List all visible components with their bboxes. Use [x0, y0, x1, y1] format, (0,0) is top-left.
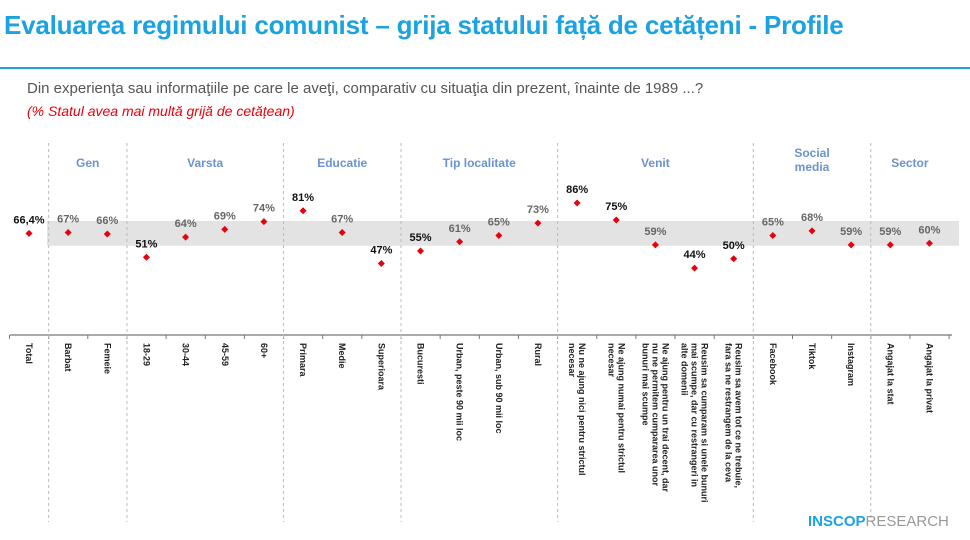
category-label: Instagram	[846, 343, 856, 386]
data-point	[299, 207, 307, 215]
data-point	[847, 241, 855, 249]
data-label: 75%	[605, 201, 627, 213]
average-band	[47, 220, 959, 246]
data-point	[260, 218, 268, 226]
data-label: 73%	[527, 204, 549, 216]
category-label: Urban, sub 90 mii loc	[494, 343, 504, 434]
group-label-sector: Sector	[891, 156, 929, 170]
data-label: 65%	[488, 217, 510, 229]
data-label: 47%	[370, 244, 392, 256]
data-label: 51%	[135, 238, 157, 250]
data-point	[142, 253, 150, 261]
data-label: 59%	[840, 226, 862, 238]
data-label: 50%	[723, 240, 745, 252]
data-label: 64%	[175, 218, 197, 230]
category-label: Medie	[337, 343, 347, 369]
logo-part1: INSCOP	[808, 513, 866, 530]
category-label: Barbat	[63, 343, 73, 372]
category-label: 18-29	[141, 343, 151, 366]
category-label: Primara	[298, 343, 308, 378]
data-point	[495, 232, 503, 240]
logo-part2: RESEARCH	[865, 513, 949, 530]
category-label: Ne ajung pentru un trai decent, darnu ne…	[640, 343, 670, 493]
question-text: Din experienţa sau informaţiile pe care …	[27, 80, 704, 97]
data-point	[221, 225, 229, 233]
title-divider	[0, 67, 970, 69]
data-point	[691, 264, 699, 272]
inscop-logo: INSCOPRESEARCH	[808, 513, 949, 530]
data-label: 59%	[644, 226, 666, 238]
category-label: Total	[24, 343, 34, 364]
category-label: Rural	[533, 343, 543, 366]
data-point	[456, 238, 464, 246]
category-label: Urban, peste 90 mii loc	[455, 343, 465, 441]
data-point	[651, 241, 659, 249]
data-point	[573, 199, 581, 207]
category-label: Angajat la stat	[885, 343, 895, 405]
category-label: Reusim sa avem tot ce ne trebuie,fara sa…	[724, 343, 744, 488]
category-label: Ne ajung numai pentru strictulnecesar	[606, 343, 626, 473]
data-label: 67%	[57, 213, 79, 225]
data-label: 61%	[449, 223, 471, 235]
group-label-educatie: Educatie	[317, 156, 367, 170]
group-label-tip-localitate: Tip localitate	[443, 156, 516, 170]
data-point	[182, 233, 190, 241]
category-label: Facebook	[768, 343, 778, 386]
data-label: 68%	[801, 212, 823, 224]
group-label-social-media: Social media	[794, 146, 829, 174]
data-label: 81%	[292, 192, 314, 204]
data-label: 44%	[684, 249, 706, 261]
category-label: Reusim sa cumparam si unele bunurimai sc…	[680, 343, 710, 503]
data-label: 65%	[762, 217, 784, 229]
data-point	[338, 228, 346, 236]
data-label: 59%	[879, 226, 901, 238]
subquestion-text: (% Statul avea mai multă grijă de cetățe…	[27, 103, 295, 119]
category-label: 45-59	[220, 343, 230, 366]
data-label: 60%	[918, 224, 940, 236]
group-label-gen: Gen	[76, 156, 99, 170]
data-point	[612, 216, 620, 224]
category-label: Femeie	[102, 343, 112, 374]
category-label: Tiktok	[807, 343, 817, 370]
category-label: Nu ne ajung nici pentru strictulnecesar	[567, 343, 587, 476]
data-point	[925, 239, 933, 247]
data-point	[417, 247, 424, 255]
data-point	[64, 228, 72, 236]
data-label: 66,4%	[13, 214, 44, 226]
data-label: 66%	[96, 215, 118, 227]
group-label-venit: Venit	[641, 156, 670, 170]
data-point	[377, 259, 385, 267]
data-label: 55%	[409, 232, 431, 244]
data-point	[730, 255, 738, 263]
category-label: Superioara	[376, 343, 386, 391]
data-label: 67%	[331, 213, 353, 225]
category-label: Bucuresti	[416, 343, 426, 385]
data-label: 69%	[214, 210, 236, 222]
category-label: 30-44	[181, 343, 191, 366]
category-label: 60+	[259, 343, 269, 358]
group-label-varsta: Varsta	[187, 156, 223, 170]
data-point	[886, 241, 894, 249]
page-title: Evaluarea regimului comunist – grija sta…	[4, 10, 844, 40]
data-label: 86%	[566, 184, 588, 196]
data-point	[808, 227, 816, 235]
data-point	[25, 229, 33, 237]
data-point	[103, 230, 111, 238]
category-label: Angajat la privat	[924, 343, 934, 413]
data-point	[534, 219, 542, 227]
data-label: 74%	[253, 203, 275, 215]
data-point	[769, 232, 777, 240]
